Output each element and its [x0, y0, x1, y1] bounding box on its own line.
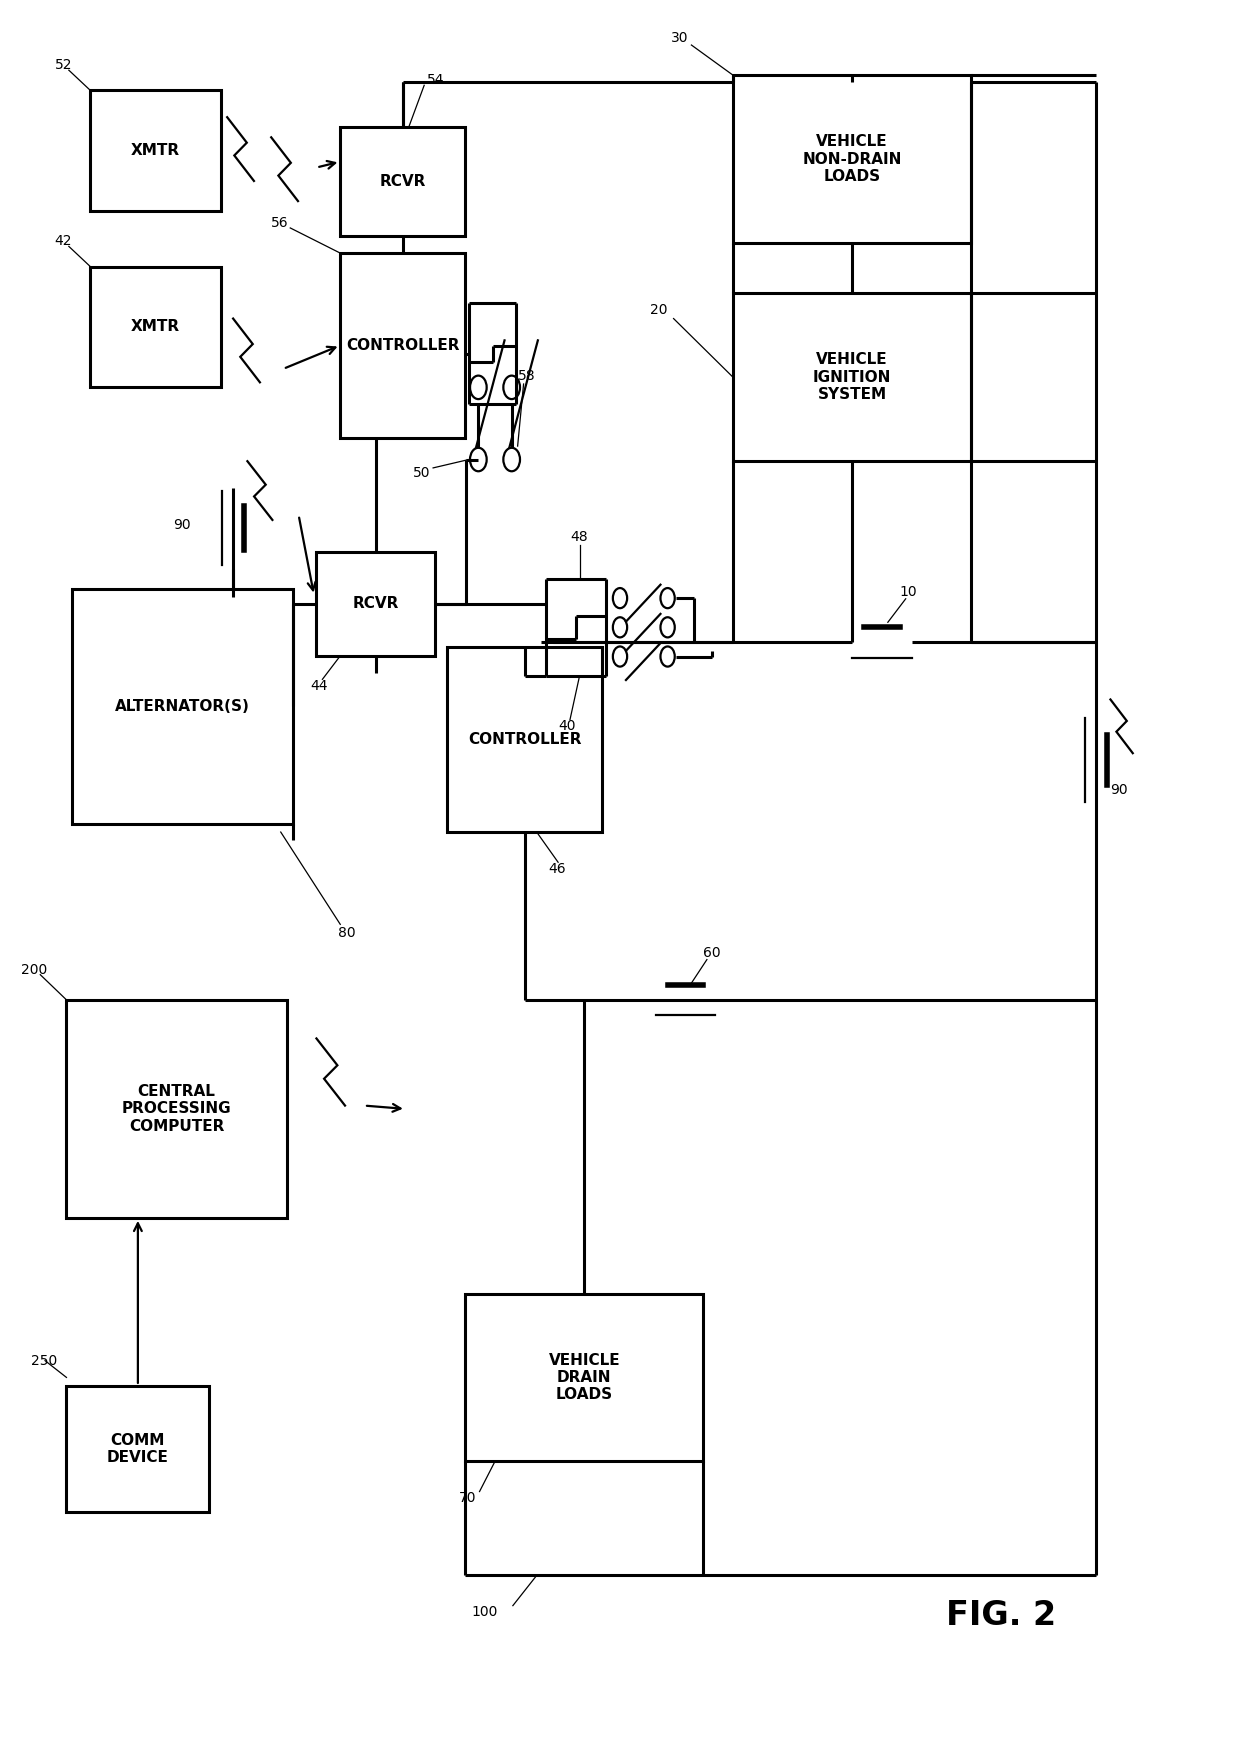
Text: 70: 70 [459, 1491, 477, 1505]
Bar [91, 91, 221, 212]
Text: FIG. 2: FIG. 2 [946, 1599, 1056, 1633]
Text: 56: 56 [272, 217, 289, 231]
Circle shape [661, 647, 675, 666]
Bar [465, 1294, 703, 1461]
Circle shape [613, 587, 627, 608]
Text: XMTR: XMTR [131, 143, 180, 159]
Text: 90: 90 [174, 517, 191, 531]
Circle shape [470, 447, 486, 472]
Circle shape [661, 617, 675, 638]
Text: 44: 44 [310, 678, 329, 692]
Text: 200: 200 [21, 963, 47, 977]
Text: VEHICLE
DRAIN
LOADS: VEHICLE DRAIN LOADS [548, 1353, 620, 1402]
Text: 250: 250 [31, 1353, 57, 1367]
Circle shape [613, 647, 627, 666]
Circle shape [613, 617, 627, 638]
Text: VEHICLE
IGNITION
SYSTEM: VEHICLE IGNITION SYSTEM [813, 353, 892, 402]
Text: XMTR: XMTR [131, 320, 180, 334]
Text: 40: 40 [558, 720, 575, 734]
Text: 80: 80 [337, 926, 356, 940]
Text: ALTERNATOR(S): ALTERNATOR(S) [115, 699, 250, 713]
Text: VEHICLE
NON-DRAIN
LOADS: VEHICLE NON-DRAIN LOADS [802, 135, 901, 184]
Text: RCVR: RCVR [379, 175, 425, 189]
Text: RCVR: RCVR [353, 596, 399, 612]
Text: 90: 90 [1111, 783, 1128, 797]
Text: 30: 30 [671, 31, 688, 45]
Circle shape [470, 376, 486, 399]
Text: 60: 60 [703, 946, 720, 960]
Bar [733, 294, 971, 461]
Bar [340, 253, 465, 437]
Text: 42: 42 [55, 234, 72, 248]
Circle shape [503, 447, 520, 472]
Text: 20: 20 [650, 302, 667, 316]
Text: 48: 48 [570, 530, 588, 544]
Text: 50: 50 [413, 467, 430, 481]
Text: COMM
DEVICE: COMM DEVICE [107, 1433, 169, 1465]
Text: CENTRAL
PROCESSING
COMPUTER: CENTRAL PROCESSING COMPUTER [122, 1084, 232, 1134]
Bar [91, 266, 221, 388]
Text: CONTROLLER: CONTROLLER [346, 337, 460, 353]
Bar [67, 1386, 210, 1512]
Circle shape [661, 587, 675, 608]
Text: 10: 10 [900, 586, 918, 600]
Text: 54: 54 [427, 73, 444, 87]
Text: 46: 46 [548, 862, 567, 876]
Bar [733, 75, 971, 243]
Bar [316, 552, 435, 656]
Text: CONTROLLER: CONTROLLER [467, 732, 582, 746]
Bar [72, 589, 293, 823]
Text: 52: 52 [55, 58, 72, 72]
Circle shape [503, 376, 520, 399]
Bar [67, 1000, 286, 1218]
Bar [340, 128, 465, 236]
Text: 58: 58 [517, 369, 536, 383]
Text: 100: 100 [471, 1605, 497, 1619]
Bar [448, 647, 603, 832]
